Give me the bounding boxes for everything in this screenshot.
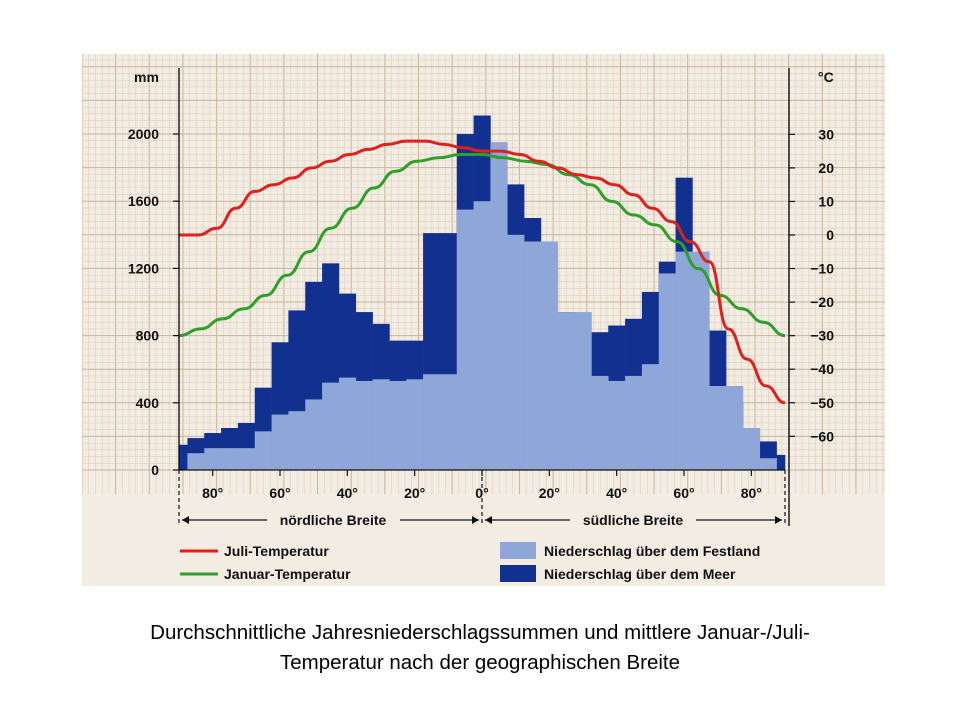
south-arrow-head-right — [775, 516, 782, 524]
figure-panel: mm 0 400 800 1200 1600 2000 °C 30 20 10 0 −10 −20 −30 −… — [82, 54, 885, 586]
precipitation-temperature-chart: mm 0 400 800 1200 1600 2000 °C 30 20 10 0 −10 −20 −30 −… — [82, 54, 885, 586]
left-tick-label: 400 — [136, 395, 160, 411]
land-precip-bar — [254, 431, 272, 470]
right-tick-label: −60 — [810, 428, 834, 444]
land-precip-bar — [625, 375, 643, 470]
left-axis-unit: mm — [134, 69, 159, 85]
x-tick-label: 0° — [475, 485, 488, 501]
north-arrow-head-left — [182, 516, 189, 524]
right-tick-label: −50 — [810, 395, 834, 411]
land-precip-bar — [658, 273, 676, 470]
sea-precip-bar — [179, 444, 188, 470]
right-tick-label: 10 — [818, 193, 834, 209]
january-temperature-line — [178, 153, 786, 338]
land-precip-bar — [591, 375, 609, 470]
sea-precip-bar — [776, 454, 786, 470]
land-precip-bar — [456, 209, 474, 470]
x-tick-label: 80° — [741, 485, 762, 501]
north-arrow-head-right — [472, 516, 479, 524]
x-tick-label: 40° — [337, 485, 358, 501]
caption-line-1: Durchschnittliche Jahresniederschlagssum… — [150, 621, 810, 644]
right-tick-label: 0 — [826, 227, 834, 243]
x-tick-label: 40° — [606, 485, 627, 501]
axes — [173, 68, 795, 526]
x-tick-label: 20° — [539, 485, 560, 501]
right-axis-unit: °C — [818, 69, 834, 85]
land-precip-bar — [237, 448, 256, 470]
left-tick-label: 0 — [151, 462, 159, 478]
land-precip-bar — [355, 380, 373, 470]
land-precip-bar — [322, 382, 340, 470]
land-precip-bar — [423, 374, 441, 470]
land-precip-bar — [557, 312, 575, 470]
land-precip-bar — [641, 364, 660, 470]
land-precip-bar — [759, 458, 777, 470]
legend-label-january: Januar-Temperatur — [224, 566, 351, 582]
x-tick-label: 80° — [202, 485, 223, 501]
legend-swatch-sea — [500, 565, 536, 582]
july-temperature-line — [178, 139, 786, 405]
land-precip-bar — [406, 379, 424, 470]
land-precip-bar — [675, 251, 693, 470]
legend: Juli-Temperatur Januar-Temperatur Niedersc… — [180, 542, 760, 582]
left-tick-label: 2000 — [128, 126, 159, 142]
x-tick-label: 60° — [269, 485, 290, 501]
land-precip-bar — [473, 201, 491, 470]
legend-label-sea: Niederschlag über dem Meer — [544, 566, 736, 582]
land-precip-bar — [490, 142, 508, 470]
legend-swatch-land — [500, 542, 536, 559]
north-label: nördliche Breite — [280, 512, 387, 528]
right-tick-label: −30 — [810, 328, 834, 344]
figure-caption: Durchschnittliche Jahresniederschlagssum… — [40, 618, 920, 678]
land-precip-bar — [271, 414, 289, 470]
land-precip-bar — [389, 380, 407, 470]
land-precip-bar — [221, 448, 239, 470]
left-tick-label: 1600 — [128, 193, 159, 209]
land-precip-bar — [204, 448, 222, 470]
land-precip-bar — [709, 386, 727, 470]
land-precip-bar — [288, 411, 306, 470]
land-precip-bar — [372, 379, 390, 470]
x-tick-label: 60° — [673, 485, 694, 501]
land-precip-bar — [439, 374, 458, 470]
right-tick-label: −10 — [810, 261, 834, 277]
land-precip-bar — [540, 241, 559, 470]
land-precip-bar — [507, 234, 525, 470]
right-tick-label: 20 — [818, 160, 834, 176]
land-precip-bar — [187, 453, 205, 470]
temperature-lines — [178, 139, 786, 405]
land-precip-bar — [338, 377, 357, 470]
land-precip-bar — [742, 428, 761, 470]
x-tick-label: 20° — [404, 485, 425, 501]
south-label: südliche Breite — [583, 512, 684, 528]
right-tick-label: −40 — [810, 361, 834, 377]
right-tick-label: 30 — [818, 126, 834, 142]
left-tick-label: 1200 — [128, 260, 159, 276]
south-arrow-head-left — [485, 516, 492, 524]
land-precip-bar — [574, 312, 592, 470]
left-tick-label: 800 — [136, 328, 160, 344]
caption-line-2: Temperatur nach der geographischen Breit… — [280, 651, 680, 674]
land-precip-bar — [726, 386, 744, 470]
tick-labels: mm 0 400 800 1200 1600 2000 °C 30 20 10 0 −10 −20 −30 −… — [128, 69, 834, 528]
land-precip-bar — [692, 251, 710, 470]
right-tick-label: −20 — [810, 294, 834, 310]
legend-label-land: Niederschlag über dem Festland — [544, 543, 760, 559]
land-precip-bar — [305, 399, 323, 470]
paper-lower — [82, 494, 885, 586]
land-precip-bar — [608, 380, 626, 470]
legend-label-july: Juli-Temperatur — [224, 543, 329, 559]
precipitation-bars — [179, 115, 786, 470]
land-precip-bar — [524, 241, 542, 470]
